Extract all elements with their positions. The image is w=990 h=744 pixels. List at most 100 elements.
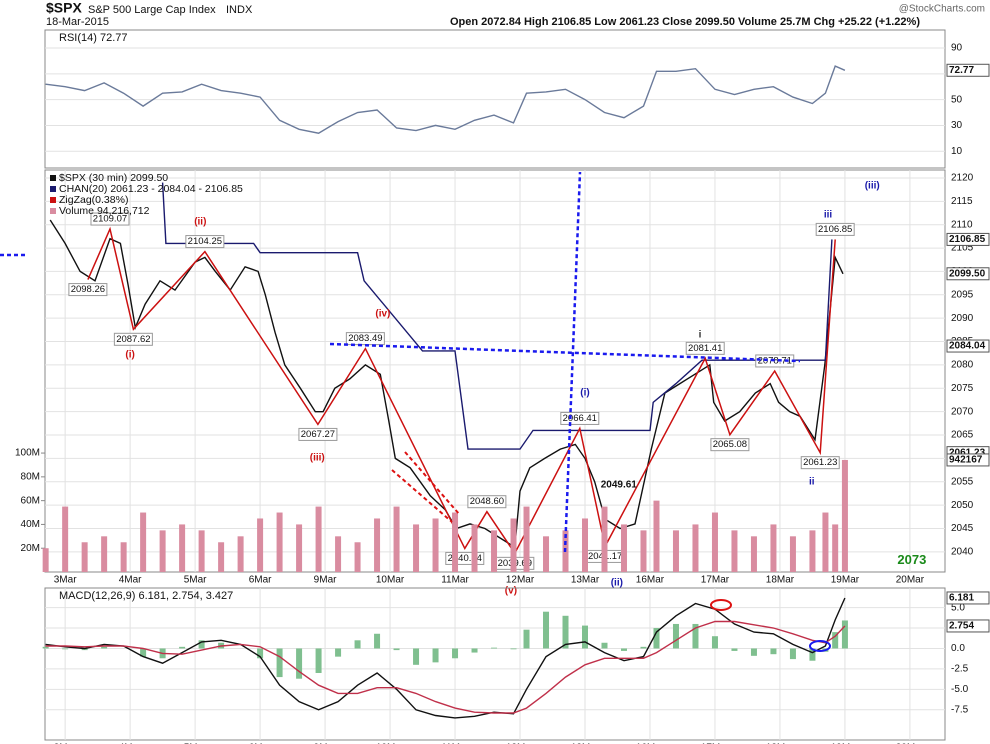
- histogram-bar: [750, 648, 757, 656]
- volume-bar: [471, 524, 478, 572]
- histogram-bar: [374, 633, 381, 649]
- panel-frame: [44, 29, 946, 169]
- value-label: 2067.27: [301, 429, 335, 440]
- histogram-bar: [832, 632, 839, 649]
- value-label: 2087.62: [116, 334, 150, 345]
- volume-bar: [198, 530, 205, 572]
- volume-bar: [413, 524, 420, 572]
- y-tick-label: 10: [951, 146, 963, 157]
- x-tick-label: 13Mar: [571, 575, 600, 586]
- volume-bar: [237, 536, 244, 572]
- histogram-bar: [789, 648, 796, 660]
- y-tick-label: 2040: [951, 547, 974, 558]
- volume-bar: [393, 506, 400, 572]
- volume-bar: [81, 542, 88, 572]
- y-tick-label: 2070: [951, 406, 974, 417]
- volume-bar: [218, 542, 225, 572]
- y2-tick-label: 80M: [21, 471, 40, 482]
- last-value-box: [946, 453, 990, 467]
- value-label: 2048.60: [470, 496, 504, 507]
- x-tick-label: 16Mar: [636, 743, 665, 744]
- annotation: i: [699, 330, 702, 341]
- volume-bar: [601, 506, 608, 572]
- annotation: iii: [824, 210, 833, 221]
- histogram-bar: [179, 646, 186, 649]
- x-tick-label: 5Mar: [184, 575, 207, 586]
- volume-bar: [653, 500, 660, 572]
- value-label: 2106.85: [818, 224, 852, 235]
- series-line: [87, 226, 836, 555]
- volume-bar: [750, 536, 757, 572]
- trend-line: [563, 171, 582, 553]
- volume-bar: [257, 518, 264, 572]
- histogram-bar: [711, 636, 718, 649]
- annotation: (ii): [611, 577, 623, 588]
- last-value-label: 2.754: [949, 621, 974, 632]
- volume-bar: [374, 518, 381, 572]
- volume-bar: [692, 524, 699, 572]
- histogram-bar: [198, 640, 205, 649]
- y-tick-label: 2115: [951, 196, 973, 207]
- series-line: [45, 65, 846, 134]
- value-label-box: [68, 283, 108, 297]
- y-tick-label: 2050: [951, 500, 974, 511]
- symbol: $SPX: [46, 0, 82, 16]
- y-tick-label: 5.0: [951, 602, 965, 613]
- last-value-label: 6.181: [949, 593, 974, 604]
- date: 18-Mar-2015: [46, 16, 109, 28]
- x-tick-label: 4Mar: [119, 743, 142, 744]
- exchange: INDX: [226, 4, 253, 16]
- y-tick-label: 0.0: [951, 643, 965, 654]
- last-value-label: 72.77: [949, 65, 974, 76]
- y-tick-label: 2045: [951, 523, 974, 534]
- x-tick-label: 19Mar: [831, 743, 860, 744]
- y2-tick-label: 100M: [15, 448, 40, 459]
- cross-marker: [710, 599, 732, 611]
- legend-swatch: [50, 186, 56, 192]
- x-tick-label: 10Mar: [376, 575, 405, 586]
- histogram-bar: [296, 648, 303, 679]
- value-label-box: [710, 438, 750, 452]
- histogram-bar: [543, 611, 550, 649]
- value-label: 2078.71: [758, 355, 792, 366]
- histogram-bar: [770, 648, 777, 655]
- value-label-box: [185, 235, 225, 249]
- y-tick-label: 2105: [951, 243, 974, 254]
- histogram-bar: [653, 628, 660, 649]
- value-label: 2065.08: [713, 439, 747, 450]
- histogram-bar: [101, 646, 108, 649]
- volume-bar: [731, 530, 738, 572]
- volume-bar: [491, 530, 498, 572]
- value-label-box: [815, 222, 855, 236]
- volume-bar: [770, 524, 777, 572]
- histogram-bar: [257, 648, 264, 659]
- volume-bar: [159, 530, 166, 572]
- x-tick-label: 12Mar: [506, 575, 535, 586]
- last-value-box: [946, 591, 990, 605]
- histogram-bar: [354, 640, 361, 649]
- annotation: (iv): [375, 309, 390, 320]
- value-label-box: [90, 212, 130, 226]
- last-value-label: 2084.04: [949, 341, 986, 352]
- x-tick-label: 11Mar: [441, 575, 469, 586]
- volume-bar: [296, 524, 303, 572]
- wedge-line: [391, 469, 453, 523]
- panel-title: MACD(12,26,9) 6.181, 2.754, 3.427: [59, 590, 233, 602]
- volume-bar: [809, 530, 816, 572]
- volume-bar: [523, 506, 530, 572]
- x-tick-label: 9Mar: [314, 743, 337, 744]
- x-tick-label: 12Mar: [506, 743, 535, 744]
- y-tick-label: 2110: [951, 219, 973, 230]
- x-tick-label: 4Mar: [119, 575, 142, 586]
- y-tick-label: -2.5: [951, 664, 969, 675]
- histogram-bar: [335, 648, 342, 657]
- annotation: (v): [505, 585, 517, 596]
- value-label: 2081.41: [688, 343, 722, 354]
- volume-bar: [582, 518, 588, 572]
- value-label: 2098.26: [71, 284, 105, 295]
- volume-bar: [101, 536, 108, 572]
- y2-tick-label: 20M: [21, 543, 40, 554]
- histogram-bar: [523, 629, 530, 649]
- value-label: 2061.23: [803, 457, 837, 468]
